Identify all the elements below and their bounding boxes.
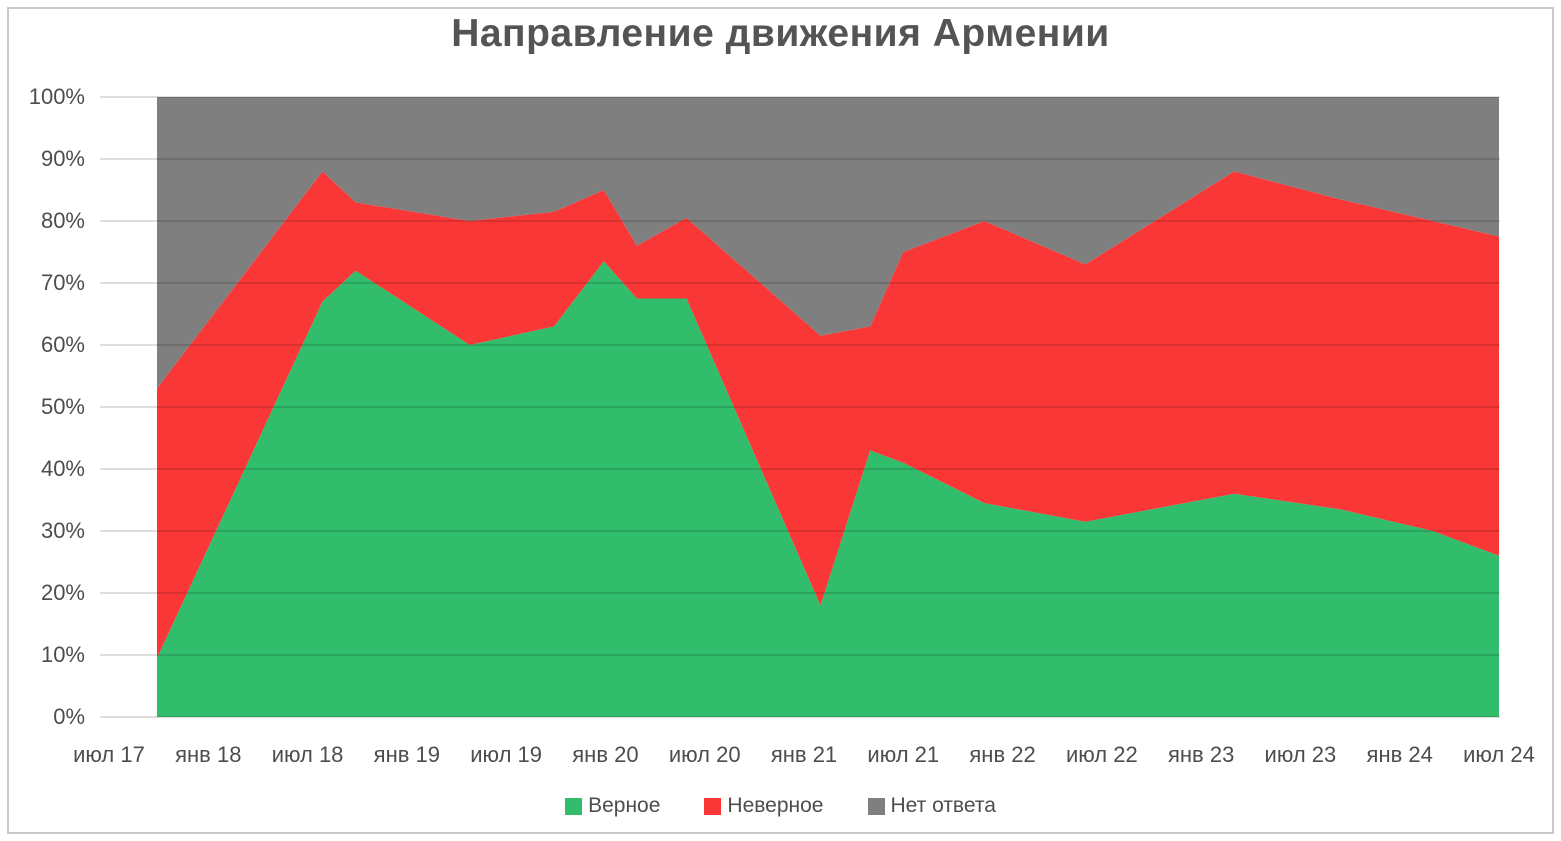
x-axis-tick-label: июл 23 [1264, 742, 1337, 767]
y-axis-tick-label: 50% [40, 394, 85, 419]
y-axis-tick-label: 40% [40, 456, 85, 481]
x-axis-tick-label: янв 20 [572, 742, 639, 767]
area-series-2 [157, 171, 1499, 659]
x-axis-tick-label: июл 18 [271, 742, 344, 767]
y-axis-tick-label: 20% [40, 580, 85, 605]
y-axis-tick-label: 80% [40, 208, 85, 233]
x-axis-tick-label: янв 24 [1366, 742, 1433, 767]
legend-item-3: Нет ответа [867, 794, 996, 818]
x-axis-tick-label: июл 17 [73, 742, 145, 767]
x-axis-tick-label: янв 22 [969, 742, 1036, 767]
x-axis-tick-label: июл 19 [470, 742, 542, 767]
x-axis-tick-label: янв 23 [1167, 742, 1235, 767]
legend-swatch-icon [704, 797, 722, 815]
area-series-group [157, 97, 1499, 717]
x-axis-tick-label: янв 18 [175, 742, 242, 767]
y-axis-tick-label: 60% [40, 332, 85, 357]
x-axis-tick-label: июл 22 [1065, 742, 1138, 767]
legend-label: Нет ответа [890, 794, 996, 817]
legend-item-1: Верное [565, 794, 660, 818]
area-series-1 [157, 261, 1499, 717]
y-axis-tick-label: 10% [40, 642, 85, 667]
legend-item-2: Неверное [704, 794, 824, 818]
y-axis-tick-label: 90% [40, 146, 85, 171]
y-axis-tick-label: 100% [28, 84, 85, 109]
chart-title: Направление движения Армении [451, 12, 1110, 55]
x-axis-tick-label: июл 24 [1463, 742, 1535, 767]
gridlines-group [100, 96, 1500, 718]
x-axis-tick-label: июл 21 [867, 742, 940, 767]
x-axis-tick-label: июл 20 [668, 742, 741, 767]
y-axis-tick-label: 0% [53, 704, 85, 729]
x-axis-tick-label: янв 21 [770, 742, 838, 767]
legend-label: Верное [588, 794, 661, 817]
y-axis-tick-label: 30% [40, 518, 85, 543]
x-axis-tick-label: янв 19 [373, 742, 441, 767]
legend-swatch-icon [867, 797, 885, 815]
legend-swatch-icon [565, 797, 583, 815]
legend: Верное Неверное Нет ответа [0, 794, 1561, 818]
area-series-3 [157, 97, 1499, 389]
legend-label: Неверное [727, 794, 824, 817]
y-axis-tick-label: 70% [40, 270, 85, 295]
